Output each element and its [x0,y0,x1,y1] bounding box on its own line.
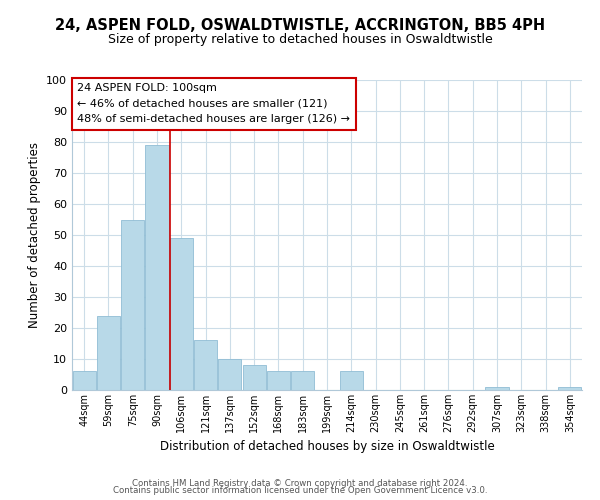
X-axis label: Distribution of detached houses by size in Oswaldtwistle: Distribution of detached houses by size … [160,440,494,454]
Text: Contains public sector information licensed under the Open Government Licence v3: Contains public sector information licen… [113,486,487,495]
Text: 24 ASPEN FOLD: 100sqm
← 46% of detached houses are smaller (121)
48% of semi-det: 24 ASPEN FOLD: 100sqm ← 46% of detached … [77,83,350,124]
Bar [145,145,169,390]
Text: Size of property relative to detached houses in Oswaldtwistle: Size of property relative to detached ho… [107,32,493,46]
Y-axis label: Number of detached properties: Number of detached properties [28,142,41,328]
Bar [242,365,266,390]
Bar [194,340,217,390]
Bar [485,387,509,390]
Bar [97,316,120,390]
Bar [121,220,144,390]
Bar [267,372,290,390]
Bar [170,238,193,390]
Bar [218,359,241,390]
Text: Contains HM Land Registry data © Crown copyright and database right 2024.: Contains HM Land Registry data © Crown c… [132,478,468,488]
Bar [291,372,314,390]
Bar [73,372,95,390]
Bar [340,372,363,390]
Bar [559,387,581,390]
Text: 24, ASPEN FOLD, OSWALDTWISTLE, ACCRINGTON, BB5 4PH: 24, ASPEN FOLD, OSWALDTWISTLE, ACCRINGTO… [55,18,545,32]
